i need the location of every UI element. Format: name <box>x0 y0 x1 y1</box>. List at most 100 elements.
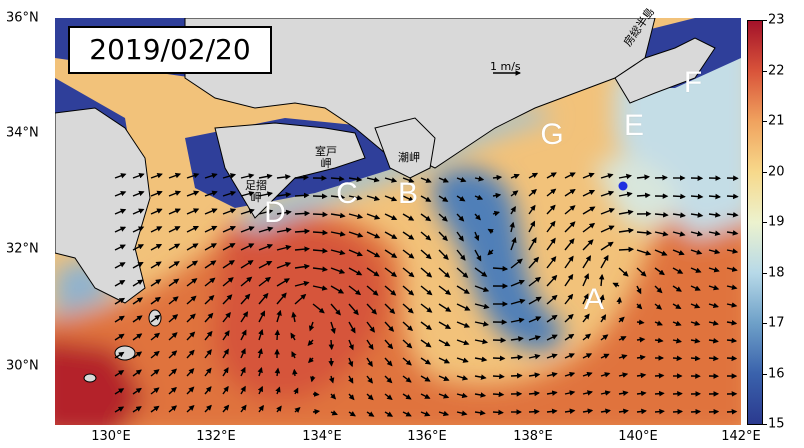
current-vector <box>438 321 452 330</box>
current-vector <box>294 246 311 252</box>
current-vector <box>114 406 125 413</box>
current-vector <box>546 237 556 251</box>
current-vector <box>474 267 488 277</box>
current-vector <box>600 254 609 269</box>
current-vector <box>204 349 212 359</box>
current-vector <box>204 330 213 341</box>
current-vector <box>546 390 558 396</box>
current-vector <box>564 313 574 323</box>
current-vector <box>708 337 719 344</box>
current-vector <box>456 375 469 381</box>
current-vector <box>330 212 346 219</box>
current-vector <box>672 337 682 344</box>
current-vector <box>474 356 488 363</box>
current-vector <box>402 213 415 221</box>
current-vector <box>456 339 470 346</box>
current-vector <box>114 297 126 305</box>
current-vector <box>582 408 594 414</box>
current-vector <box>690 230 703 237</box>
current-vector <box>420 321 433 331</box>
current-vector <box>292 368 298 377</box>
current-vector <box>546 188 557 197</box>
current-vector <box>132 261 144 269</box>
current-vector <box>474 409 486 416</box>
current-vector <box>150 387 160 395</box>
current-vector <box>330 194 346 200</box>
date-label: 2019/02/20 <box>68 26 272 74</box>
current-vector <box>510 317 525 324</box>
current-vector <box>672 212 686 218</box>
colorbar-tick-mark <box>763 20 767 21</box>
current-vector <box>564 390 576 396</box>
current-vector <box>528 220 536 233</box>
colorbar-tick-mark <box>763 373 767 375</box>
current-vector <box>222 260 235 269</box>
current-vector <box>276 244 292 251</box>
current-vector <box>330 231 346 237</box>
current-vector <box>222 385 229 395</box>
current-vector <box>204 225 218 233</box>
x-tick-134: 134°E <box>302 429 342 444</box>
current-vector <box>690 193 704 200</box>
current-vector <box>654 372 665 379</box>
current-vector <box>564 205 576 215</box>
current-vector <box>636 319 645 326</box>
current-vector <box>564 273 574 287</box>
current-vector <box>348 285 362 296</box>
current-vector <box>564 255 574 269</box>
current-vector <box>564 353 575 359</box>
current-vector <box>186 208 200 215</box>
current-vector <box>582 353 593 359</box>
current-vector <box>384 177 398 183</box>
current-vector <box>366 267 380 277</box>
colorbar-tick-mark <box>763 272 767 274</box>
current-vector <box>276 292 287 305</box>
current-vector <box>258 276 271 287</box>
current-vector <box>330 410 338 416</box>
current-vector <box>114 351 125 359</box>
current-vector <box>222 367 229 377</box>
current-vector <box>654 231 669 237</box>
current-vector <box>654 267 665 276</box>
current-vector <box>420 411 431 417</box>
current-vector <box>186 243 199 251</box>
current-vector <box>438 249 449 261</box>
colorbar-tick-mark <box>763 171 767 173</box>
current-vector <box>528 335 541 341</box>
current-vector <box>204 277 216 287</box>
current-vector <box>150 314 161 323</box>
current-vector <box>618 227 635 234</box>
current-vector <box>330 303 341 316</box>
current-vector <box>600 190 615 197</box>
current-vector <box>257 348 263 359</box>
current-vector <box>582 239 594 251</box>
current-vector <box>510 258 523 269</box>
current-vector <box>222 404 230 413</box>
current-vector <box>132 333 143 341</box>
current-vector <box>290 332 296 341</box>
current-vector <box>636 390 647 397</box>
current-vector <box>420 339 432 348</box>
current-vector <box>240 243 255 251</box>
current-vector <box>726 337 738 344</box>
colorbar-tick-label: 18 <box>768 265 785 280</box>
current-vector <box>420 213 432 222</box>
current-vector <box>690 267 702 273</box>
y-tick-30: 30°N <box>6 358 39 374</box>
current-vector <box>546 408 558 415</box>
current-vector <box>168 172 182 179</box>
colorbar-tick-mark <box>763 121 767 122</box>
current-vector <box>474 392 487 398</box>
current-vector <box>510 206 516 215</box>
current-vector <box>420 285 433 296</box>
current-vector <box>168 368 178 377</box>
colorbar-tick-label: 19 <box>768 214 785 230</box>
current-vector <box>240 226 255 233</box>
current-vector <box>456 410 468 416</box>
current-vector <box>672 408 684 415</box>
current-vector <box>257 385 263 395</box>
colorbar-tick-mark <box>763 323 767 324</box>
current-vector <box>708 320 719 326</box>
current-vector <box>258 226 274 233</box>
current-vector <box>636 408 647 415</box>
